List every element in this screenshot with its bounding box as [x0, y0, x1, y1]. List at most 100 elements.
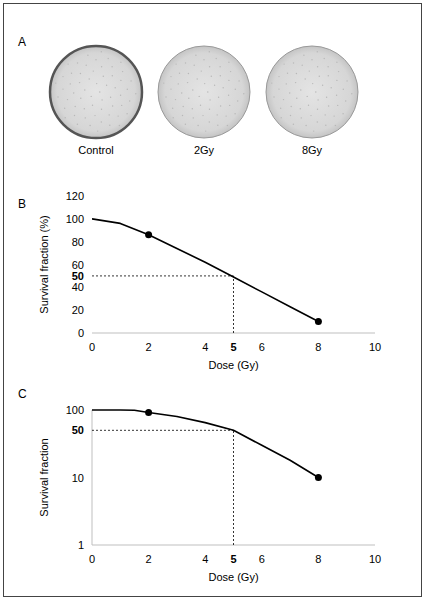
- plot-area: [92, 409, 322, 545]
- speck: [290, 115, 291, 116]
- speck: [238, 80, 239, 81]
- speck: [57, 96, 58, 97]
- speck: [317, 99, 318, 100]
- speck: [71, 73, 72, 74]
- speck: [121, 105, 122, 106]
- speck: [296, 98, 297, 99]
- data-point: [145, 231, 152, 238]
- x-tick-label: 6: [259, 341, 265, 353]
- speck: [195, 55, 196, 56]
- speck: [283, 63, 284, 64]
- speck: [289, 92, 290, 93]
- plot-area: [92, 219, 322, 333]
- speck: [337, 105, 338, 106]
- x-tick-label: 4: [202, 341, 208, 353]
- speck: [243, 93, 244, 94]
- speck: [205, 130, 206, 131]
- speck: [217, 125, 218, 126]
- speck: [325, 114, 326, 115]
- speck: [228, 80, 229, 81]
- y-tick-label: 50: [72, 424, 84, 436]
- speck: [109, 125, 110, 126]
- speck: [188, 73, 189, 74]
- speck: [228, 95, 229, 96]
- speck: [185, 62, 186, 63]
- reference-line: [233, 276, 234, 333]
- x-tick-label: 10: [369, 553, 381, 565]
- speck: [170, 88, 171, 89]
- dish: [158, 46, 250, 138]
- speck: [317, 121, 318, 122]
- x-axis-title: Dose (Gy): [208, 571, 258, 583]
- speck: [336, 80, 337, 81]
- speck: [342, 113, 343, 114]
- speck: [64, 108, 65, 109]
- speck: [203, 59, 204, 60]
- speck: [345, 100, 346, 101]
- speck: [280, 108, 281, 109]
- y-tick-label: 100: [66, 404, 84, 416]
- y-tick-label: 120: [66, 190, 84, 202]
- data-point: [315, 318, 322, 325]
- speck: [96, 83, 97, 84]
- speck: [302, 65, 303, 66]
- speck: [101, 121, 102, 122]
- speck: [336, 95, 337, 96]
- speck: [179, 73, 180, 74]
- speck: [312, 83, 313, 84]
- speck: [201, 70, 202, 71]
- y-axis-title: Survival fraction: [38, 438, 50, 516]
- speck: [315, 91, 316, 92]
- speck: [108, 58, 109, 59]
- speck: [204, 83, 205, 84]
- speck: [235, 89, 236, 90]
- dish-texture: [271, 51, 352, 132]
- x-tick-label: 2: [146, 553, 152, 565]
- figure: AControl2Gy8GyB0204050608010012002456810…: [0, 0, 425, 600]
- speck: [89, 78, 90, 79]
- speck: [346, 80, 347, 81]
- x-tick-label: 4: [202, 553, 208, 565]
- speck: [326, 97, 327, 98]
- speck: [178, 83, 179, 84]
- y-tick-label: 100: [66, 213, 84, 225]
- speck: [92, 105, 93, 106]
- dish-label: 2Gy: [194, 144, 215, 156]
- speck: [193, 117, 194, 118]
- speck: [187, 82, 188, 83]
- speck: [120, 95, 121, 96]
- dish-label: Control: [78, 144, 113, 156]
- speck: [234, 113, 235, 114]
- dish-texture: [55, 51, 136, 132]
- speck: [67, 63, 68, 64]
- y-tick-label: 50: [72, 270, 84, 282]
- speck: [112, 75, 113, 76]
- speck: [230, 71, 231, 72]
- data-point: [315, 474, 322, 481]
- speck: [200, 105, 201, 106]
- speck: [194, 65, 195, 66]
- y-axis-title: Survival fraction (%): [38, 215, 50, 313]
- speck: [293, 124, 294, 125]
- y-tick-label: 60: [72, 259, 84, 271]
- speck: [278, 88, 279, 89]
- speck: [130, 80, 131, 81]
- x-tick-label: 0: [89, 553, 95, 565]
- speck: [343, 89, 344, 90]
- x-tick-label: 8: [315, 341, 321, 353]
- speck: [172, 108, 173, 109]
- speck: [305, 78, 306, 79]
- y-tick-label: 40: [72, 281, 84, 293]
- speck: [170, 76, 171, 77]
- x-tick-label: 6: [259, 553, 265, 565]
- speck: [273, 96, 274, 97]
- speck: [227, 125, 228, 126]
- dish-texture: [163, 51, 244, 132]
- panel-letter: C: [18, 387, 27, 401]
- speck: [218, 97, 219, 98]
- speck: [308, 105, 309, 106]
- speck: [109, 114, 110, 115]
- speck: [307, 96, 308, 97]
- speck: [93, 70, 94, 71]
- speck: [120, 62, 121, 63]
